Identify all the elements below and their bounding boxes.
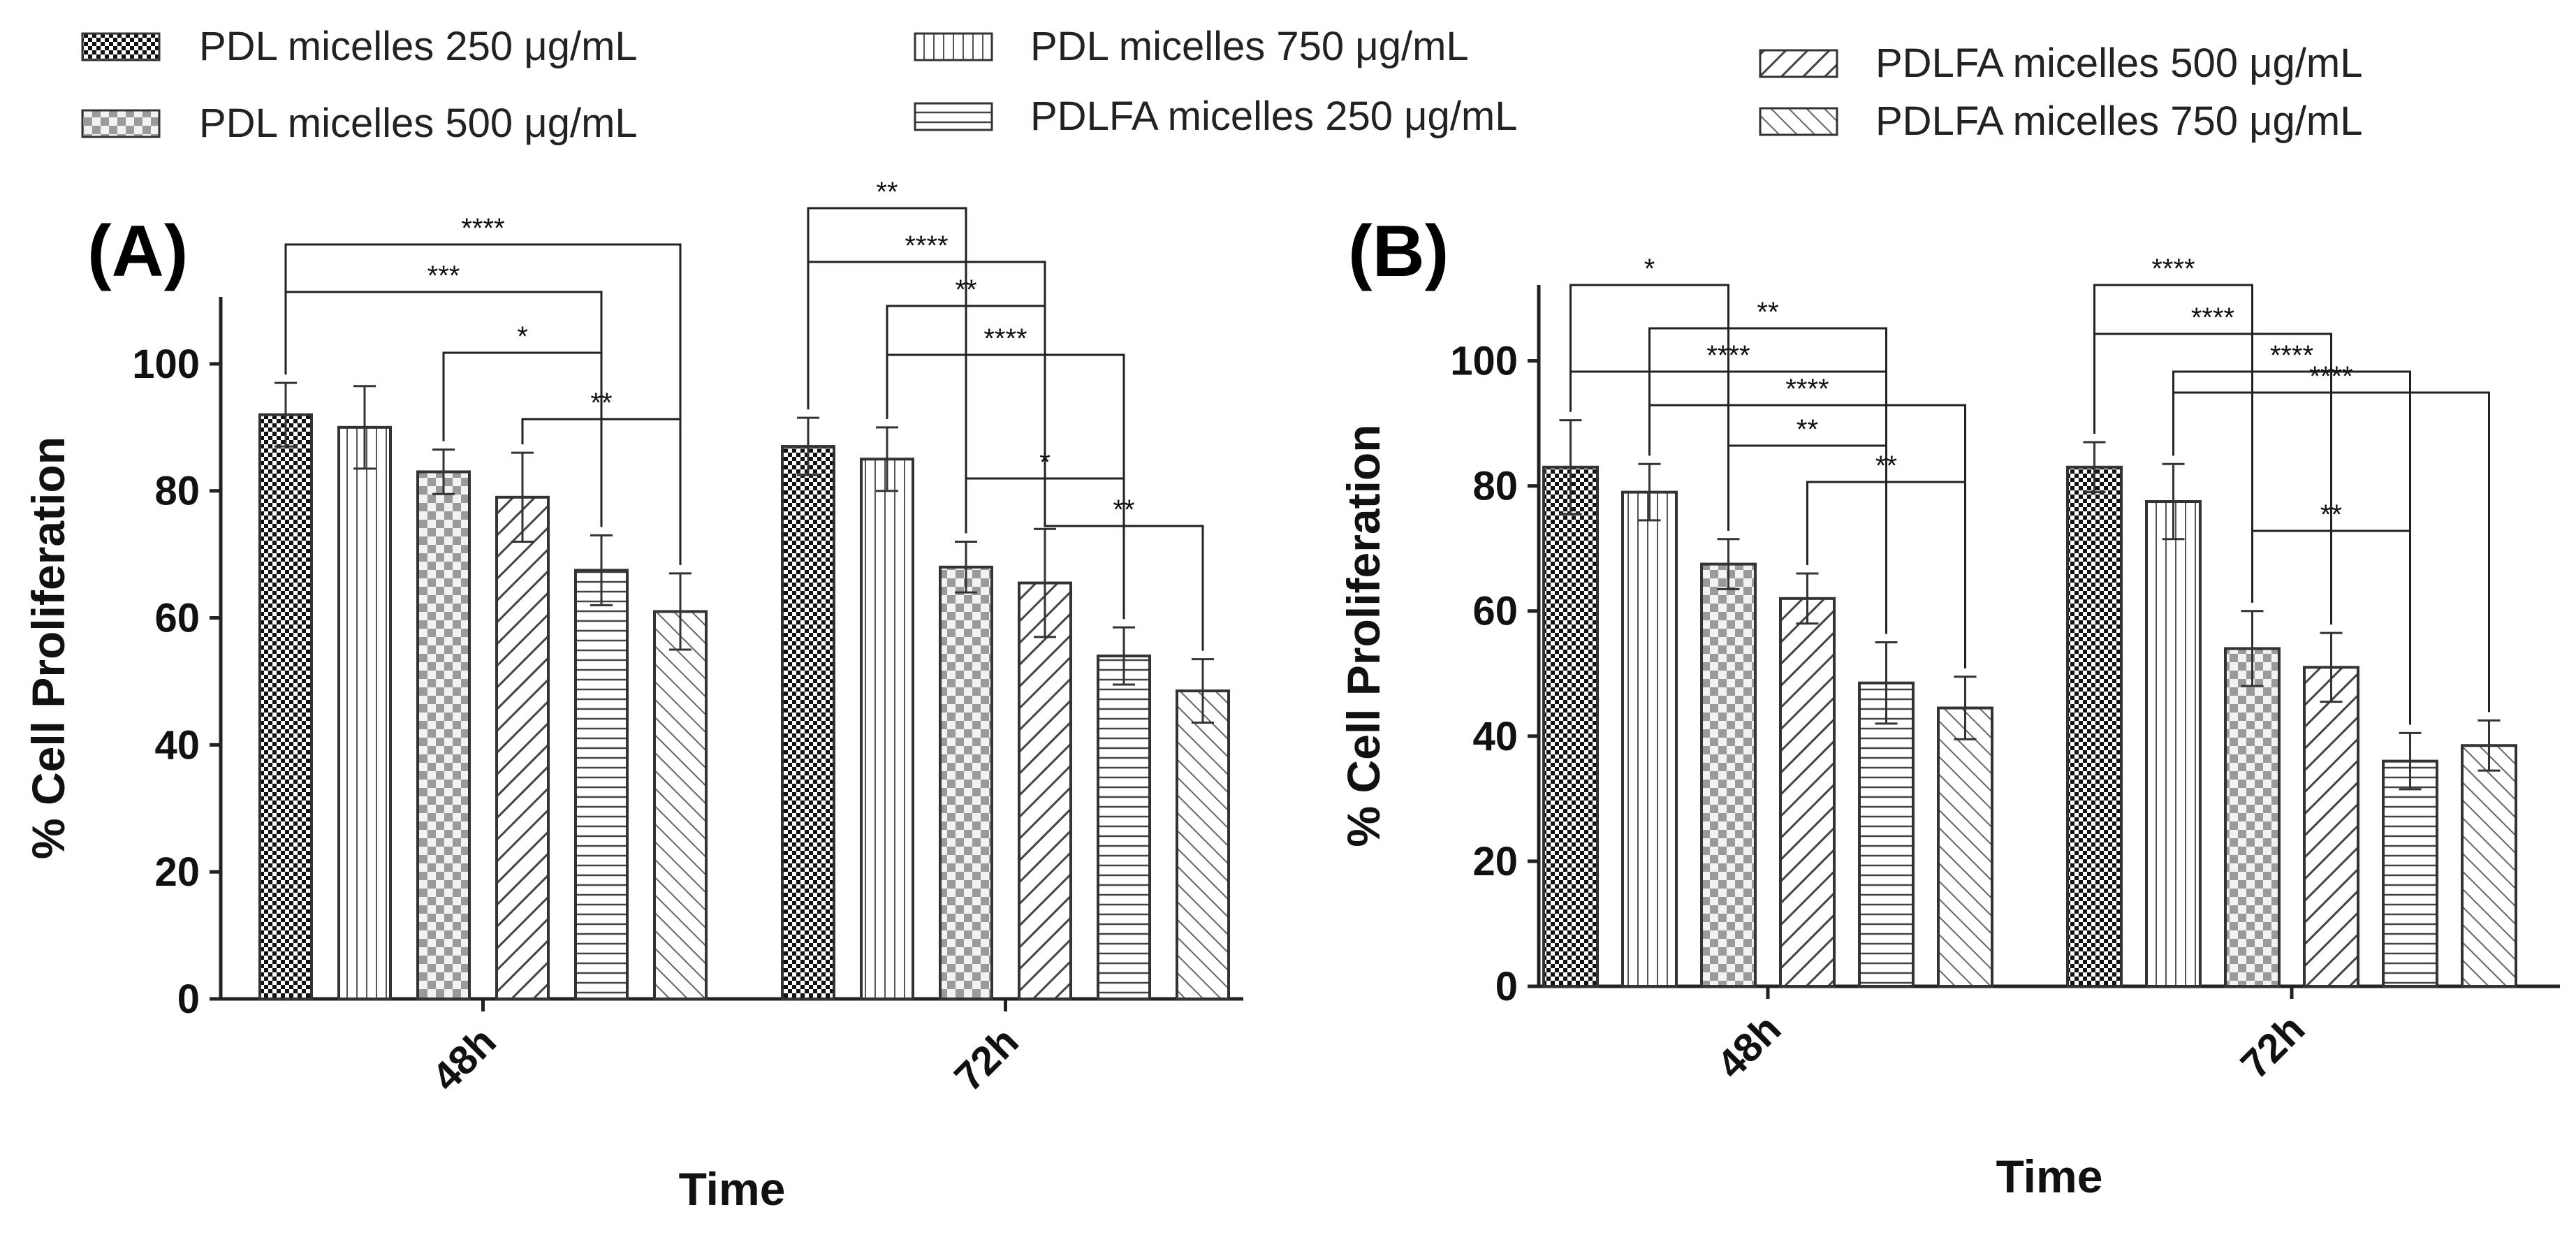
- bar: [1097, 655, 1151, 1000]
- significance-label: **: [2320, 499, 2342, 530]
- bar: [1621, 490, 1678, 988]
- legend-label: PDLFA micelles 750 μg/mL: [1875, 98, 2363, 144]
- legend-item: PDL micelles 500 μg/mL: [81, 101, 638, 146]
- significance-label: ****: [1706, 340, 1750, 371]
- bar: [337, 425, 392, 1000]
- significance-label: ****: [2191, 302, 2234, 333]
- significance-bracket: [886, 353, 1125, 620]
- significance-bracket: [2093, 332, 2332, 625]
- legend-label: PDL micelles 500 μg/mL: [199, 101, 638, 146]
- significance-bracket: [2172, 391, 2490, 712]
- legend-item: PDLFA micelles 500 μg/mL: [1759, 41, 2363, 86]
- bar: [495, 495, 550, 1000]
- significance-bracket: [1806, 481, 1966, 668]
- significance-label: ***: [427, 261, 460, 291]
- y-tick-label: 60: [154, 596, 200, 641]
- panel-label: (B): [1348, 211, 1449, 292]
- y-tick-label: 100: [1450, 339, 1518, 384]
- bar: [1700, 562, 1757, 988]
- legend: PDL micelles 250 μg/mL PDL micelles 500 …: [81, 24, 2363, 146]
- significance-label: ****: [905, 231, 948, 261]
- significance-label: *: [1039, 447, 1051, 478]
- significance-bracket: [2172, 370, 2411, 725]
- bar: [653, 610, 708, 1000]
- y-tick-label: 0: [177, 977, 200, 1022]
- bar: [1018, 581, 1072, 1000]
- significance-bracket: [1727, 444, 1887, 634]
- x-axis-label: Time: [1996, 1150, 2103, 1202]
- significance-bracket: [807, 261, 1046, 521]
- bar: [258, 413, 313, 1000]
- x-tick-label: 48h: [1708, 1006, 1790, 1088]
- bar: [2224, 647, 2281, 988]
- bar: [939, 565, 993, 1000]
- y-tick-label: 20: [154, 849, 200, 895]
- significance-label: **: [590, 388, 612, 418]
- bar: [2461, 744, 2517, 988]
- bar: [574, 569, 629, 1000]
- y-tick-label: 100: [132, 342, 200, 387]
- bar: [1542, 465, 1599, 988]
- bar: [860, 458, 914, 1000]
- bar: [2382, 759, 2438, 988]
- significance-label: **: [955, 275, 976, 305]
- significance-label: **: [1113, 495, 1134, 525]
- bar: [1858, 681, 1915, 988]
- chart-panel-b: (B) % Cell Proliferation Time 0 20 40 60 80 100 4…: [1338, 211, 2560, 1202]
- significance-label: ****: [2270, 340, 2313, 371]
- significance-bracket: [521, 418, 682, 565]
- y-tick-label: 80: [1472, 464, 1518, 509]
- chart-panel-a: (A) % Cell Proliferation Time 0 20 40 60 80 100 4…: [22, 177, 1243, 1215]
- significance-bracket: [2251, 529, 2411, 725]
- significance-bracket: [965, 477, 1125, 620]
- significance-label: ****: [461, 213, 504, 244]
- bar: [1176, 689, 1230, 1000]
- y-tick-label: 20: [1472, 839, 1518, 884]
- y-tick-label: 40: [154, 722, 200, 768]
- significance-label: ****: [2151, 254, 2195, 284]
- legend-label: PDL micelles 250 μg/mL: [199, 24, 638, 69]
- legend-label: PDLFA micelles 500 μg/mL: [1875, 41, 2363, 86]
- significance-bracket: [1044, 520, 1204, 651]
- significance-label: *: [1644, 254, 1655, 284]
- y-tick-label: 40: [1472, 714, 1518, 759]
- bar: [2145, 500, 2202, 988]
- y-tick-label: 80: [154, 469, 200, 514]
- legend-item: PDL micelles 750 μg/mL: [914, 24, 1469, 69]
- legend-item: PDLFA micelles 250 μg/mL: [914, 94, 1518, 139]
- bar: [781, 445, 835, 1000]
- legend-label: PDLFA micelles 250 μg/mL: [1030, 94, 1518, 139]
- significance-label: ****: [1785, 374, 1829, 404]
- significance-label: **: [1875, 451, 1897, 481]
- significance-label: **: [1757, 297, 1778, 328]
- bar: [2303, 666, 2359, 988]
- significance-label: ****: [983, 323, 1027, 354]
- significance-label: ****: [2309, 361, 2352, 392]
- panel-label: (A): [87, 211, 188, 292]
- significance-bracket: [442, 351, 603, 527]
- legend-item: PDL micelles 250 μg/mL: [81, 24, 638, 69]
- bar: [416, 470, 471, 1000]
- bar: [2066, 465, 2123, 988]
- legend-item: PDLFA micelles 750 μg/mL: [1759, 98, 2363, 144]
- x-tick-label: 48h: [423, 1018, 505, 1100]
- significance-label: **: [1796, 414, 1818, 445]
- y-axis-label: % Cell Proliferation: [22, 437, 74, 859]
- significance-label: **: [876, 177, 898, 207]
- y-tick-label: 0: [1495, 964, 1518, 1009]
- significance-label: *: [517, 321, 528, 352]
- x-tick-label: 72h: [2232, 1006, 2314, 1088]
- y-tick-label: 60: [1472, 589, 1518, 634]
- x-tick-label: 72h: [946, 1018, 1027, 1100]
- y-axis-label: % Cell Proliferation: [1338, 424, 1389, 847]
- bar: [1779, 597, 1836, 988]
- legend-label: PDL micelles 750 μg/mL: [1030, 24, 1469, 69]
- significance-bracket: [1569, 284, 1729, 531]
- x-axis-label: Time: [679, 1163, 786, 1215]
- bar: [1937, 706, 1993, 988]
